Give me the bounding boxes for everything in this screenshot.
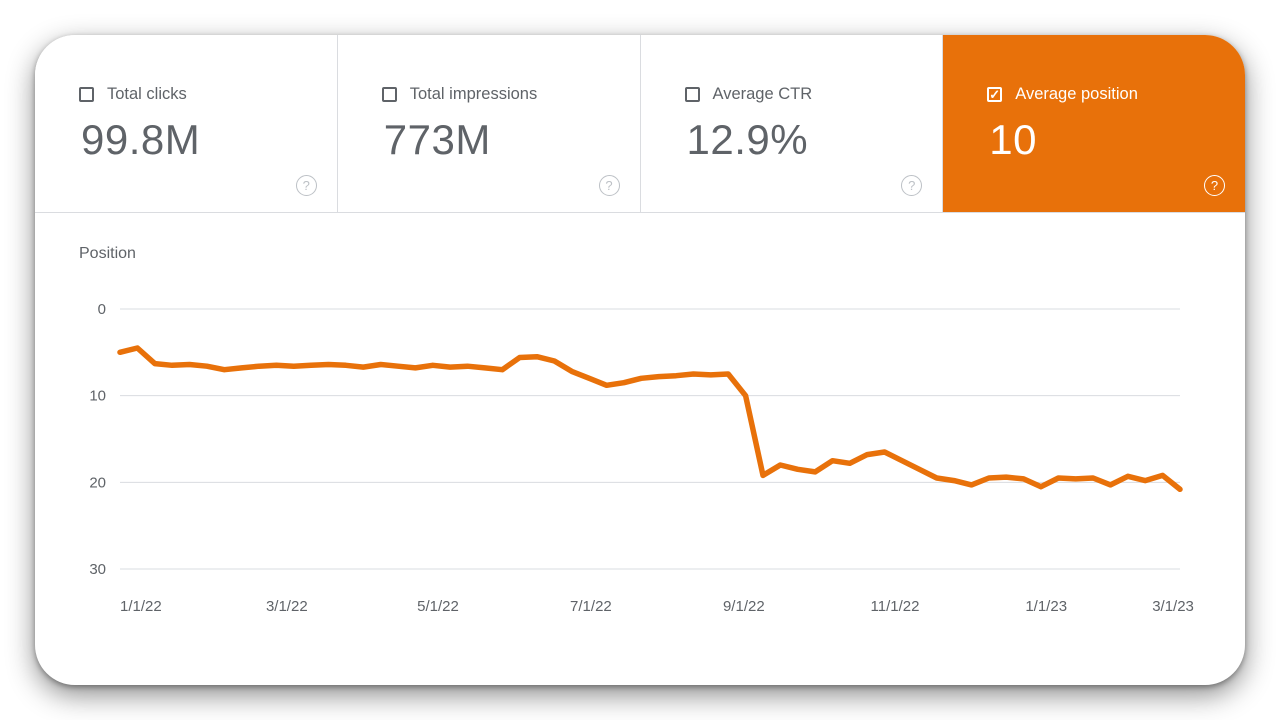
svg-text:10: 10	[89, 388, 106, 405]
metric-card-average-ctr[interactable]: Average CTR 12.9% ?	[640, 35, 944, 212]
svg-text:1/1/22: 1/1/22	[120, 598, 162, 615]
svg-text:30: 30	[89, 561, 106, 578]
metric-strip: Total clicks 99.8M ? Total impressions 7…	[35, 35, 1245, 213]
performance-card: Total clicks 99.8M ? Total impressions 7…	[35, 35, 1245, 685]
svg-text:3/1/22: 3/1/22	[266, 598, 308, 615]
help-icon[interactable]: ?	[598, 175, 620, 196]
svg-text:20: 20	[89, 474, 106, 491]
metric-label: Average position	[1015, 85, 1138, 103]
metric-value: 773M	[383, 116, 491, 163]
chart-axis-title: Position	[79, 245, 136, 262]
metric-value: 12.9%	[686, 116, 809, 163]
metric-label: Average CTR	[712, 85, 813, 103]
svg-text:9/1/22: 9/1/22	[723, 598, 765, 615]
metric-label: Total clicks	[107, 85, 187, 103]
svg-text:3/1/23: 3/1/23	[1152, 598, 1194, 615]
metric-card-average-position[interactable]: ✓ Average position 10 ?	[943, 35, 1245, 212]
svg-text:1/1/23: 1/1/23	[1025, 598, 1067, 615]
metric-card-total-clicks[interactable]: Total clicks 99.8M ?	[35, 35, 338, 212]
metric-card-total-impressions[interactable]: Total impressions 773M ?	[337, 35, 641, 212]
svg-text:7/1/22: 7/1/22	[570, 598, 612, 615]
checkbox-unchecked-icon[interactable]	[684, 87, 700, 102]
svg-text:11/1/22: 11/1/22	[871, 598, 920, 615]
svg-text:5/1/22: 5/1/22	[417, 598, 459, 615]
help-icon[interactable]: ?	[1204, 175, 1225, 196]
position-line-chart[interactable]: 0 10 20 30 1/1/22 3/1/22 5/1/22 7/1/22 9/1/22 11/…	[35, 269, 1245, 649]
chart-section: Position 0 10 20 30 1/1/22 3/1/22 5/1/22 7/1/22…	[35, 213, 1245, 649]
metric-label: Total impressions	[409, 85, 538, 103]
svg-text:0: 0	[98, 301, 106, 318]
checkbox-unchecked-icon[interactable]	[79, 87, 94, 102]
help-icon[interactable]: ?	[295, 175, 317, 196]
checkbox-unchecked-icon[interactable]	[381, 87, 397, 102]
checkbox-checked-icon[interactable]: ✓	[987, 87, 1003, 102]
metric-value: 99.8M	[81, 116, 201, 163]
help-icon[interactable]: ?	[901, 175, 923, 196]
metric-value: 10	[989, 116, 1037, 163]
